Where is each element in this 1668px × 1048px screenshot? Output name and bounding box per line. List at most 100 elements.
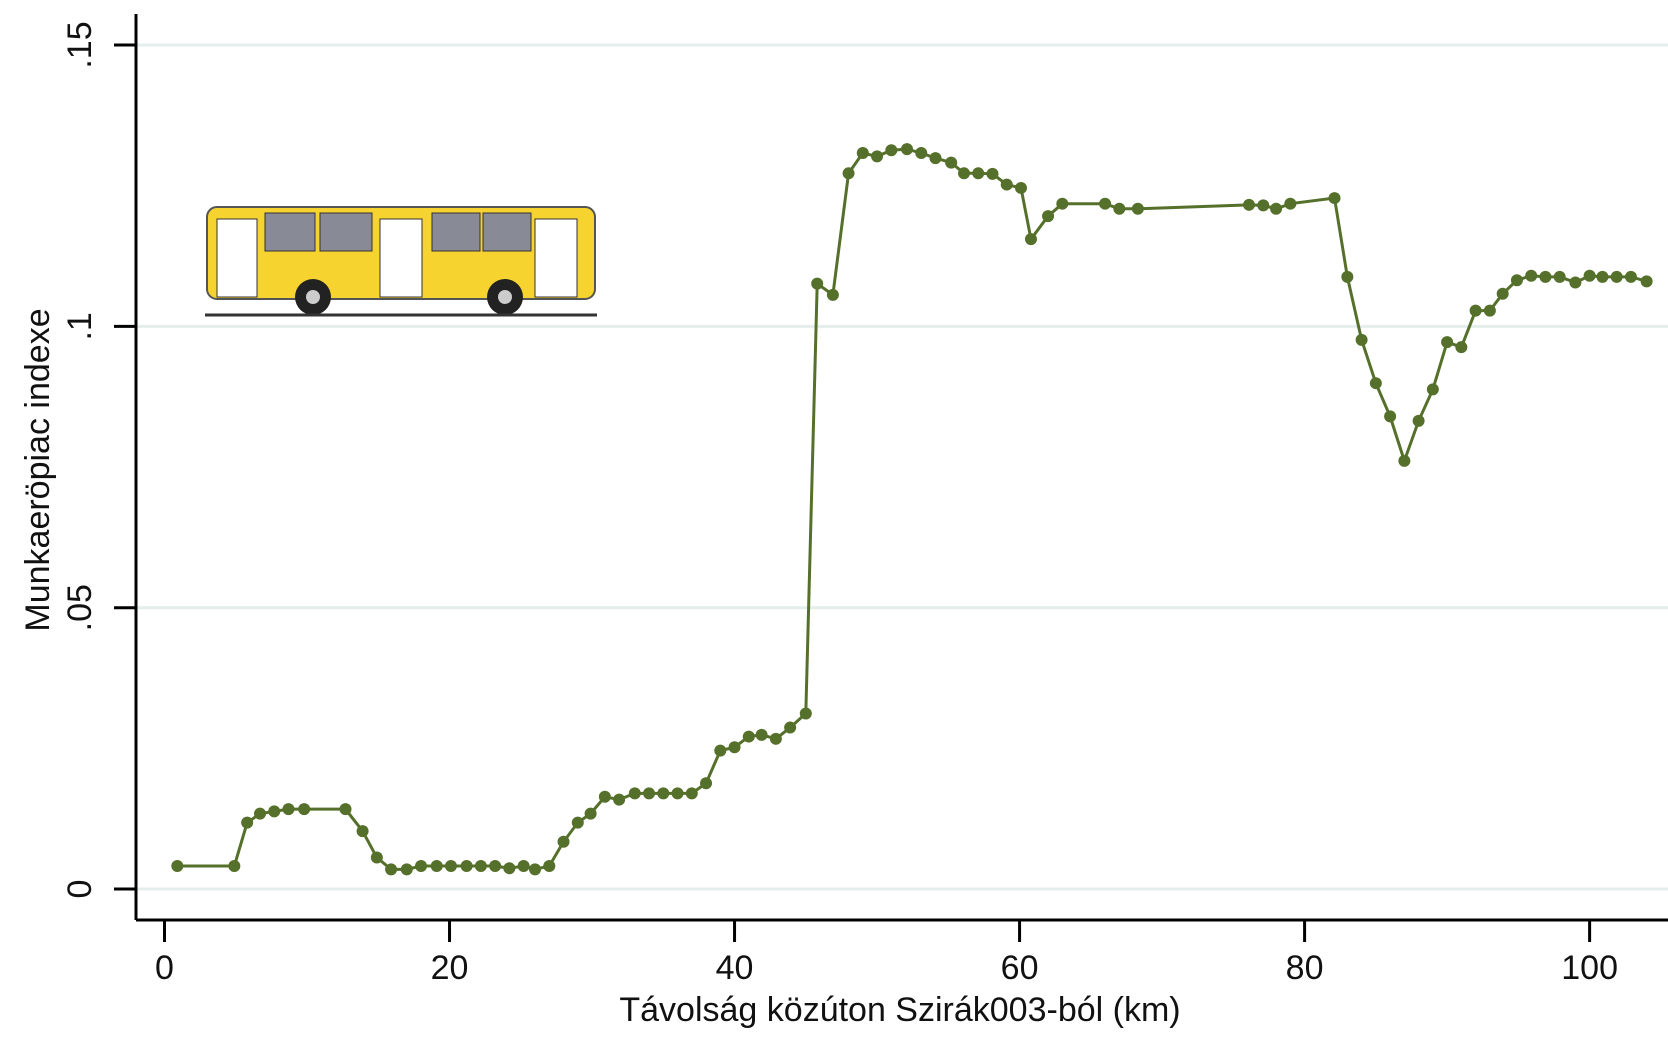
data-point (811, 277, 824, 290)
data-point (871, 150, 884, 163)
data-point (1014, 181, 1027, 194)
x-tick-label: 20 (431, 949, 469, 987)
data-point (1610, 270, 1623, 283)
data-point (742, 730, 755, 743)
data-point (826, 288, 839, 301)
data-point (856, 147, 869, 160)
data-point (1024, 233, 1037, 246)
data-point (503, 862, 516, 875)
data-point (1596, 270, 1609, 283)
data-point (1455, 341, 1468, 354)
data-point (474, 859, 487, 872)
data-point (1398, 454, 1411, 467)
data-point (929, 152, 942, 165)
x-tick-label: 60 (1001, 949, 1039, 987)
x-tick-label: 100 (1561, 949, 1618, 987)
data-point (460, 859, 473, 872)
data-point (385, 863, 398, 876)
data-point (1270, 202, 1283, 215)
data-point (1510, 274, 1523, 287)
data-point (1328, 192, 1341, 205)
data-point (1369, 377, 1382, 390)
data-point (643, 787, 656, 800)
data-line (177, 147, 1648, 871)
data-point (1131, 202, 1144, 215)
data-point (1624, 270, 1637, 283)
data-point (769, 732, 782, 745)
data-point (1384, 410, 1397, 423)
data-point (1113, 202, 1126, 215)
data-point (339, 803, 352, 816)
data-point (356, 825, 369, 838)
data-point (1583, 269, 1596, 282)
data-point (685, 787, 698, 800)
data-point (728, 741, 741, 754)
data-point (1412, 414, 1425, 427)
data-point (253, 807, 266, 820)
data-point (700, 777, 713, 790)
data-point (613, 793, 626, 806)
data-point (671, 787, 684, 800)
x-tick-label: 0 (155, 949, 174, 987)
data-point (584, 807, 597, 820)
data-point (430, 859, 443, 872)
y-tick-label: .05 (61, 584, 99, 631)
data-point (628, 787, 641, 800)
y-tick-label: .15 (61, 21, 99, 68)
data-point (489, 859, 502, 872)
data-point (1483, 304, 1496, 317)
data-point (755, 728, 768, 741)
data-point (657, 787, 670, 800)
data-point (799, 707, 812, 720)
data-point (1341, 270, 1354, 283)
data-point (1355, 333, 1368, 346)
data-point (1640, 275, 1653, 288)
data-point (1569, 276, 1582, 289)
data-point (1056, 197, 1069, 210)
data-point (1257, 199, 1270, 212)
data-point (1284, 197, 1297, 210)
data-point (282, 803, 295, 816)
data-point (900, 143, 913, 156)
y-tick-label: 0 (61, 880, 99, 899)
y-axis-label: Munkaeröpiac indexe (19, 308, 57, 631)
data-point (1539, 270, 1552, 283)
data-point (370, 851, 383, 864)
data-point (915, 147, 928, 160)
data-point (400, 863, 413, 876)
data-point (517, 859, 530, 872)
x-axis-label: Távolság közúton Szirák003-ból (km) (619, 991, 1180, 1029)
data-point (1099, 197, 1112, 210)
data-point (1042, 210, 1055, 223)
data-point (1496, 287, 1509, 300)
data-point (842, 167, 855, 180)
data-point (298, 803, 311, 816)
x-tick-label: 40 (716, 949, 754, 987)
data-point (1441, 336, 1454, 349)
data-point (228, 859, 241, 872)
data-point (268, 805, 281, 818)
data-point (444, 859, 457, 872)
data-point (1553, 270, 1566, 283)
data-point (986, 167, 999, 180)
data-point (415, 859, 428, 872)
data-point (171, 859, 184, 872)
data-point (1243, 198, 1256, 211)
data-point (885, 144, 898, 157)
data-point (972, 167, 985, 180)
data-point (1000, 178, 1013, 191)
data-point (1469, 304, 1482, 317)
bus-illustration (205, 206, 597, 317)
x-tick-label: 80 (1286, 949, 1324, 987)
data-point (241, 816, 254, 829)
data-point (571, 816, 584, 829)
data-point (784, 721, 797, 734)
data-point (1525, 269, 1538, 282)
data-point (543, 859, 556, 872)
data-point (1426, 383, 1439, 396)
data-point (957, 167, 970, 180)
data-point (945, 156, 958, 169)
data-point (529, 863, 542, 876)
data-point (714, 744, 727, 757)
